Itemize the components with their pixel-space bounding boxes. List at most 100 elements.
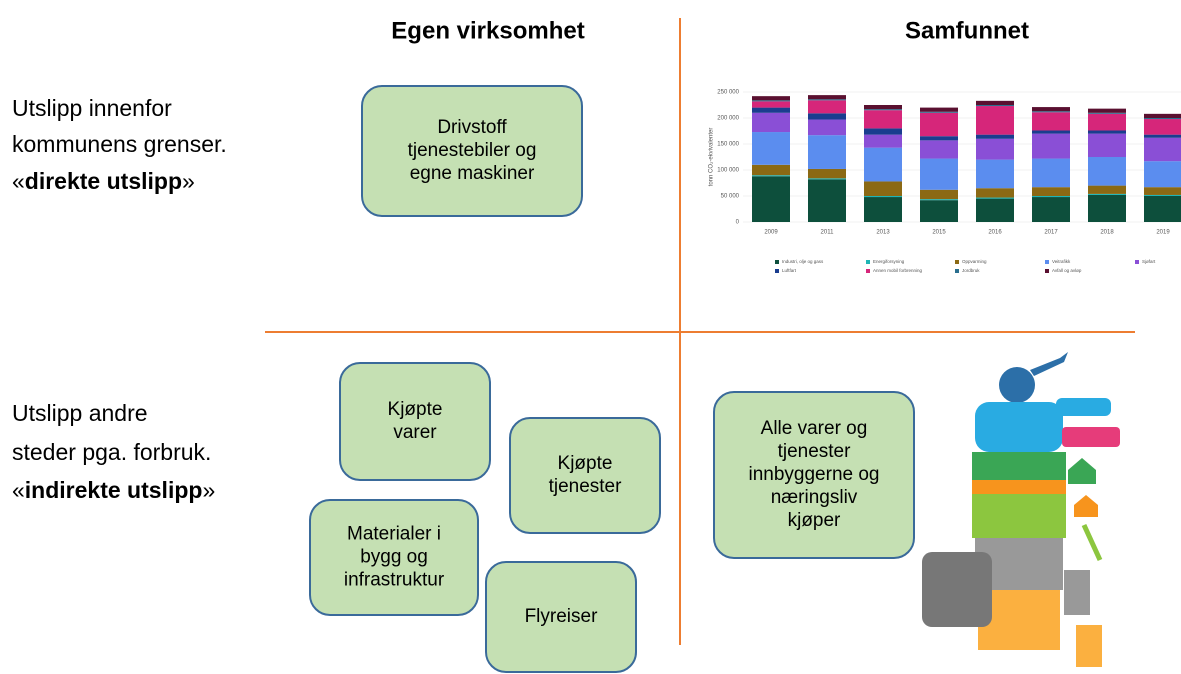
legend-label: Luftfart (782, 268, 797, 273)
bar-segment (1144, 161, 1181, 187)
box-text: tjenestebiler og (408, 140, 537, 161)
box-text: egne maskiner (410, 163, 535, 184)
bar-segment (920, 113, 958, 136)
bar-segment (976, 101, 1014, 105)
bar-segment (808, 179, 846, 222)
bar-segment (1032, 111, 1070, 112)
legend-swatch (1045, 260, 1049, 264)
y-tick-label: 100 000 (717, 168, 739, 174)
bar-segment (808, 95, 846, 99)
legend-swatch (955, 260, 959, 264)
bar-segment (752, 113, 790, 132)
bar-segment (1144, 196, 1181, 222)
box-text: bygg og (360, 547, 428, 568)
bar-segment (864, 105, 902, 109)
header: Egen virksomhet (391, 17, 584, 44)
bar-segment (976, 105, 1014, 106)
bar-segment (808, 135, 846, 169)
box-text: varer (393, 422, 437, 443)
bar-segment (808, 120, 846, 136)
bar-segment (1088, 114, 1126, 131)
bar-segment (1088, 157, 1126, 186)
box-text: Kjøpte (558, 453, 613, 474)
row-label-emphasis: «indirekte utslipp» (12, 477, 215, 503)
legend-label: Sjøfart (1142, 259, 1156, 264)
bar-segment (808, 178, 846, 179)
quote: « (12, 168, 25, 194)
row-label: Utslipp innenfor (12, 95, 172, 121)
bar-segment (1032, 159, 1070, 188)
person-illustration (922, 352, 1120, 667)
legend-swatch (1045, 269, 1049, 273)
bar-segment (864, 148, 902, 182)
bar-segment (976, 139, 1014, 160)
bar-segment (1088, 113, 1126, 114)
box-text: Alle varer og (761, 418, 868, 439)
bar-segment (1144, 119, 1181, 135)
y-tick-label: 0 (736, 220, 740, 226)
box-text: kjøper (788, 510, 841, 531)
x-tick-label: 2019 (1156, 230, 1170, 236)
legend-swatch (1135, 260, 1139, 264)
x-tick-label: 2013 (876, 230, 890, 236)
bar-segment (1144, 187, 1181, 195)
bar-segment (976, 106, 1014, 135)
bar-segment (808, 100, 846, 113)
legend-label: Jordbruk (962, 268, 980, 273)
bar-segment (920, 190, 958, 199)
bar-segment (752, 132, 790, 165)
legend-swatch (866, 269, 870, 273)
bar-segment (864, 110, 902, 128)
bar-segment (1144, 135, 1181, 138)
bar-segment (752, 96, 790, 100)
header: Samfunnet (905, 17, 1029, 44)
box-text: Kjøpte (388, 399, 443, 420)
bar-segment (1032, 134, 1070, 159)
legend-swatch (955, 269, 959, 273)
emphasis: direkte utslipp (25, 168, 182, 194)
box-text: næringsliv (771, 487, 858, 508)
box-text: infrastruktur (344, 570, 445, 591)
slide: Egen virksomhet Samfunnet 050 000100 000… (0, 0, 1181, 674)
bar-segment (920, 159, 958, 190)
bar-segment (808, 113, 846, 119)
row-label: kommunens grenser. (12, 131, 227, 157)
x-tick-label: 2009 (764, 230, 778, 236)
box-text: tjenester (549, 476, 623, 497)
legend-swatch (775, 260, 779, 264)
bar-segment (752, 165, 790, 175)
quote: » (182, 168, 195, 194)
bar-segment (752, 175, 790, 176)
x-tick-label: 2016 (988, 230, 1002, 236)
bar-segment (920, 199, 958, 200)
bar-segment (976, 160, 1014, 189)
y-tick-label: 250 000 (717, 90, 739, 96)
box-text: tjenester (778, 441, 852, 462)
x-tick-label: 2015 (932, 230, 946, 236)
bar-segment (920, 108, 958, 112)
bar-segment (920, 200, 958, 222)
bar-segment (752, 176, 790, 222)
bar-segment (920, 140, 958, 158)
bar-segment (864, 197, 902, 222)
x-tick-label: 2017 (1044, 230, 1058, 236)
box-text: Materialer i (347, 524, 441, 545)
y-axis-label: tonn CO₂-ekvivalenter (709, 128, 715, 187)
bar-segment (1144, 138, 1181, 161)
y-tick-label: 150 000 (717, 142, 739, 148)
row-label: steder pga. forbruk. (12, 439, 211, 465)
box-text: Flyreiser (525, 606, 599, 627)
legend-label: Industri, olje og gass (782, 259, 824, 264)
bar-segment (864, 181, 902, 196)
bar-segment (752, 101, 790, 107)
bar-segment (976, 199, 1014, 222)
legend-label: Oppvarming (962, 259, 987, 264)
legend-label: Energiforsyning (873, 259, 905, 264)
bar-segment (920, 112, 958, 113)
legend-label: Veitrafikk (1052, 259, 1071, 264)
bar-segment (808, 169, 846, 178)
bar-segment (1088, 109, 1126, 113)
legend-swatch (775, 269, 779, 273)
bar-segment (1032, 196, 1070, 197)
